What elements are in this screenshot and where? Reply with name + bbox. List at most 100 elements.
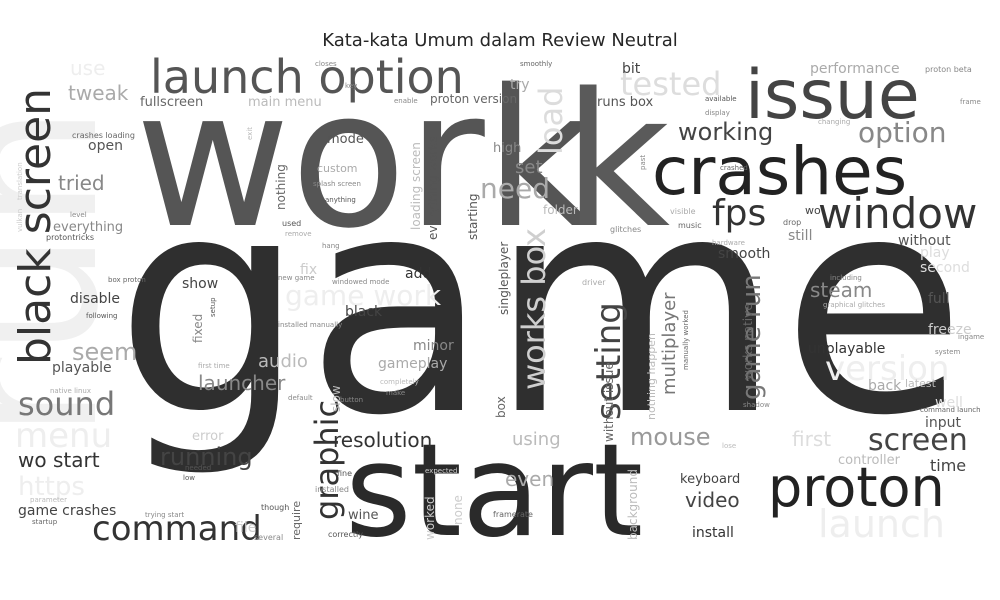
word-working: working [678, 118, 773, 146]
word-runs-box: runs box [597, 95, 654, 110]
word-still: still [788, 228, 812, 244]
word-installed: installed [315, 485, 349, 494]
word-minor: minor [413, 338, 454, 354]
word-enable: enable [394, 97, 418, 105]
word-second: second [920, 260, 970, 276]
word-changing: changing [818, 118, 850, 126]
word-fullscreen: fullscreen [140, 95, 203, 110]
word-gameplay: gameplay [378, 356, 447, 372]
word-controller: controller [838, 453, 901, 468]
word-menu: menu [15, 416, 112, 456]
word-command: command [92, 509, 262, 549]
word-box-proton: box proton [108, 276, 146, 284]
word-music: music [678, 221, 702, 230]
word-worked: worked [423, 496, 437, 540]
word-expected: expected [425, 467, 457, 475]
word-https: https [18, 472, 85, 502]
word-level: level [70, 211, 87, 219]
word-start: start [345, 417, 643, 566]
word-works-box: works box [515, 228, 553, 390]
word-main-menu: main menu [248, 95, 322, 110]
word-error: error [192, 429, 224, 444]
word-steam: steam [810, 278, 872, 302]
word-available: available [705, 95, 737, 103]
word-everything: everything [53, 220, 123, 235]
word-show: show [182, 276, 218, 292]
word-several: several [254, 533, 283, 542]
word-vulkan: vulkan [16, 209, 24, 232]
word-crashes-loading: crashes loading [72, 131, 135, 140]
word-black: black [345, 304, 383, 320]
word-first-time: first time [198, 362, 230, 370]
word-fixed: fixed [191, 314, 205, 343]
word-use: use [70, 56, 105, 80]
word-window: window [818, 189, 977, 238]
word-launch: launch [818, 502, 945, 546]
word-k: k [563, 53, 670, 269]
word-drop: drop [783, 218, 801, 227]
word-lose: lose [722, 442, 736, 450]
word-hang: hang [322, 242, 340, 250]
word-option: option [858, 116, 947, 149]
word-using: using [512, 429, 561, 450]
word-without-issue: without issue [602, 362, 616, 442]
word-needed: needed [185, 464, 211, 472]
word-exit: exit [246, 127, 254, 140]
word-low: low [183, 474, 195, 482]
word-past: past [639, 155, 647, 170]
word-folder: folder [543, 203, 578, 217]
word-windowed-mode: windowed mode [332, 278, 389, 286]
word-frame: frame [960, 98, 981, 106]
word-none: none [451, 495, 465, 525]
word-closes: closes [315, 60, 337, 68]
word-launcher: launcher [198, 371, 286, 395]
word-need: need [480, 172, 550, 205]
word-driver: driver [582, 278, 606, 287]
word-tested: tested [620, 65, 721, 103]
word-setup: setup [209, 297, 217, 317]
word-keyboard: keyboard [680, 472, 740, 487]
word-try: try [510, 77, 530, 93]
word-starting: starting [466, 193, 480, 240]
word-default: default [288, 394, 313, 402]
word-protontricks: protontricks [46, 233, 94, 242]
word-performance: performance [810, 61, 900, 77]
word-shadow: shadow [743, 401, 770, 409]
word-input: input [925, 415, 962, 431]
word-completely: completely [380, 378, 419, 386]
chart-title: Kata-kata Umum dalam Review Neutral [322, 30, 678, 51]
word-installed-manually: installed manually [278, 321, 342, 329]
word-native-linux: native linux [50, 387, 91, 395]
word-mode: mode [327, 132, 364, 147]
word-new-game: new game [278, 274, 315, 282]
word-multiplayer: multiplayer [659, 292, 680, 395]
word-playable: playable [52, 360, 112, 376]
word-set: set [515, 157, 543, 178]
word-remove: remove [285, 230, 312, 238]
word-hardware: hardware [712, 239, 745, 247]
word-play: play [920, 245, 950, 261]
word-parameter: parameter [30, 496, 67, 504]
word-used: used [282, 219, 301, 228]
word-loading-screen: loading screen [409, 142, 423, 230]
word-proton-version: proton version [430, 92, 517, 106]
word-crashes: crashes [652, 133, 907, 210]
word-issue: issue [745, 56, 920, 135]
word-system: system [935, 348, 960, 356]
word-fix: fix [300, 262, 317, 278]
word-startup: startup [32, 518, 58, 526]
word-works-native: works native [741, 303, 755, 380]
word-graphic: graphic [308, 400, 346, 520]
word-framerate: framerate [493, 510, 533, 519]
word-back: back [868, 378, 902, 394]
word-without: without [898, 233, 951, 249]
word-game-work: game work [285, 279, 442, 312]
word-game-run: game run [737, 274, 767, 400]
word-work: work [135, 49, 595, 270]
word-unplayable: unplayable [808, 341, 885, 357]
word-time: time [930, 456, 966, 475]
word-resolution: resolution [333, 428, 432, 452]
word-including: including [830, 274, 862, 282]
word-key: key [345, 82, 357, 90]
